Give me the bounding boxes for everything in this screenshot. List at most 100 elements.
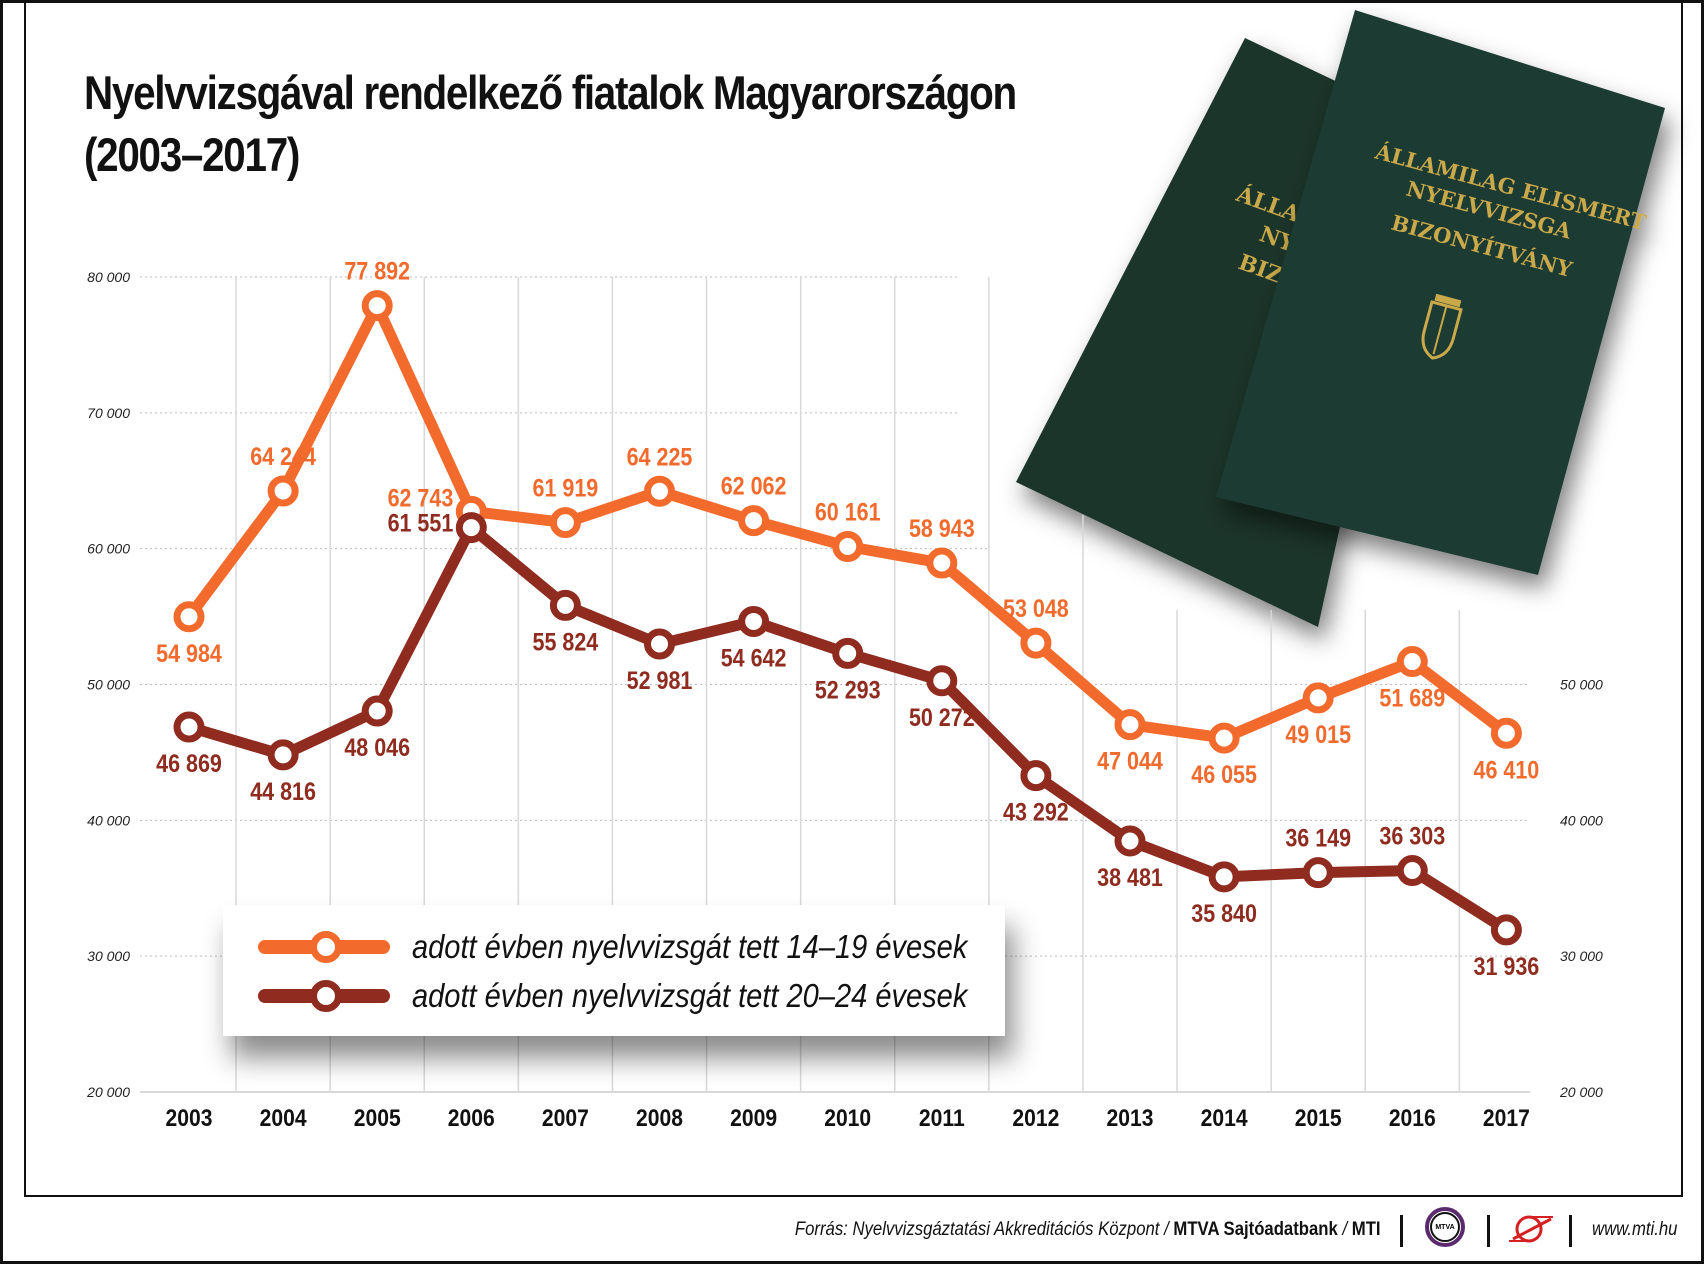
data-label: 64 244 bbox=[250, 443, 316, 471]
data-label: 43 292 bbox=[1003, 798, 1069, 826]
data-point bbox=[1396, 855, 1428, 887]
data-label: 36 303 bbox=[1379, 822, 1445, 850]
data-label: 54 984 bbox=[156, 639, 222, 667]
data-label: 55 824 bbox=[533, 628, 599, 656]
data-label: 58 943 bbox=[909, 515, 975, 543]
separator bbox=[1400, 1215, 1403, 1247]
data-point bbox=[1490, 717, 1522, 749]
data-point bbox=[173, 711, 205, 743]
y-tick-right: 40 000 bbox=[1560, 812, 1603, 828]
data-label: 46 869 bbox=[156, 750, 222, 778]
mtva-logo: MTVA bbox=[1425, 1207, 1465, 1247]
data-label: 48 046 bbox=[344, 734, 410, 762]
legend-label: adott évben nyelvvizsgát tett 20–24 éves… bbox=[412, 977, 968, 1014]
legend-item-14-19: adott évben nyelvvizsgát tett 14–19 éves… bbox=[258, 927, 1043, 967]
x-tick-label: 2012 bbox=[1012, 1105, 1059, 1132]
data-point bbox=[738, 605, 770, 637]
website-url: www.mti.hu bbox=[1592, 1219, 1678, 1240]
data-label: 46 410 bbox=[1474, 756, 1540, 784]
data-label: 52 293 bbox=[815, 676, 881, 704]
data-label: 38 481 bbox=[1097, 863, 1163, 891]
data-point bbox=[1114, 709, 1146, 741]
data-point bbox=[173, 601, 205, 633]
title-line-1: Nyelvvizsgával rendelkező fiatalok Magya… bbox=[84, 66, 1017, 119]
data-point bbox=[832, 530, 864, 562]
data-point bbox=[361, 290, 393, 322]
data-label: 51 689 bbox=[1379, 684, 1445, 712]
x-tick-label: 2014 bbox=[1201, 1105, 1248, 1132]
legend: adott évben nyelvvizsgát tett 14–19 éves… bbox=[223, 905, 1005, 1036]
data-label: 50 272 bbox=[909, 703, 975, 731]
separator bbox=[1487, 1215, 1490, 1247]
data-point bbox=[267, 475, 299, 507]
data-point bbox=[926, 547, 958, 579]
data-point bbox=[549, 507, 581, 539]
data-point bbox=[549, 589, 581, 621]
data-point bbox=[832, 637, 864, 669]
x-tick-label: 2004 bbox=[260, 1105, 307, 1132]
x-tick-label: 2016 bbox=[1389, 1105, 1436, 1132]
x-tick-label: 2015 bbox=[1295, 1105, 1342, 1132]
legend-swatch-orange bbox=[258, 931, 390, 963]
data-point bbox=[455, 512, 487, 544]
data-label: 35 840 bbox=[1191, 899, 1257, 927]
data-label: 47 044 bbox=[1097, 747, 1163, 775]
x-tick-label: 2003 bbox=[166, 1105, 213, 1132]
separator bbox=[1569, 1215, 1572, 1247]
x-tick-label: 2007 bbox=[542, 1105, 589, 1132]
x-tick-label: 2011 bbox=[919, 1105, 965, 1132]
data-label: 61 919 bbox=[533, 474, 599, 502]
data-label: 49 015 bbox=[1285, 720, 1351, 748]
data-label: 77 892 bbox=[344, 257, 410, 285]
y-tick-right: 20 000 bbox=[1559, 1084, 1603, 1100]
y-tick-right: 30 000 bbox=[1560, 948, 1603, 964]
chart-title: Nyelvvizsgával rendelkező fiatalok Magya… bbox=[84, 62, 1017, 186]
data-label: 54 642 bbox=[721, 644, 787, 672]
data-label: 64 225 bbox=[627, 443, 693, 471]
legend-swatch-darkred bbox=[258, 980, 390, 1012]
title-line-2: (2003–2017) bbox=[84, 128, 300, 181]
legend-item-20-24: adott évben nyelvvizsgát tett 20–24 éves… bbox=[258, 976, 1043, 1016]
coat-of-arms-icon bbox=[1421, 293, 1463, 360]
y-tick-left: 80 000 bbox=[87, 269, 130, 285]
data-point bbox=[926, 665, 958, 697]
y-tick-left: 60 000 bbox=[87, 541, 130, 557]
x-tick-label: 2008 bbox=[636, 1105, 683, 1132]
data-label: 62 062 bbox=[721, 472, 787, 500]
legend-label: adott évben nyelvvizsgát tett 14–19 éves… bbox=[412, 928, 968, 965]
x-tick-label: 2005 bbox=[354, 1105, 401, 1132]
data-label: 52 981 bbox=[627, 666, 693, 694]
y-tick-left: 30 000 bbox=[87, 948, 130, 964]
data-point bbox=[1208, 722, 1240, 754]
data-label: 44 816 bbox=[250, 777, 316, 805]
data-label: 46 055 bbox=[1191, 761, 1257, 789]
data-point bbox=[644, 628, 675, 660]
x-tick-label: 2017 bbox=[1483, 1105, 1530, 1132]
data-point bbox=[267, 739, 299, 771]
data-point bbox=[1020, 627, 1052, 659]
x-tick-label: 2009 bbox=[730, 1105, 777, 1132]
data-label: 36 149 bbox=[1285, 824, 1351, 852]
data-point bbox=[1020, 760, 1052, 792]
data-point bbox=[1208, 861, 1240, 893]
data-point bbox=[1490, 914, 1522, 946]
y-tick-right: 50 000 bbox=[1560, 677, 1603, 693]
data-label: 53 048 bbox=[1003, 595, 1069, 623]
data-label: 31 936 bbox=[1474, 952, 1540, 980]
x-tick-label: 2006 bbox=[448, 1105, 495, 1132]
data-point bbox=[1114, 825, 1146, 857]
source-text: Forrás: Nyelvvizsgáztatási Akkreditációs… bbox=[795, 1219, 1381, 1240]
data-point bbox=[361, 695, 393, 727]
chart-frame bbox=[24, 3, 1683, 1197]
data-point bbox=[1302, 682, 1334, 714]
data-label: 62 743 bbox=[388, 484, 454, 512]
y-tick-left: 50 000 bbox=[87, 677, 130, 693]
mti-logo-icon bbox=[1509, 1215, 1553, 1243]
y-tick-left: 20 000 bbox=[86, 1084, 130, 1100]
data-label: 60 161 bbox=[815, 498, 881, 526]
x-tick-label: 2013 bbox=[1107, 1105, 1154, 1132]
front-book: ÁLLAMILAG ELISMERT NYELVVIZSGA BIZONYÍTV… bbox=[1216, 10, 1665, 575]
